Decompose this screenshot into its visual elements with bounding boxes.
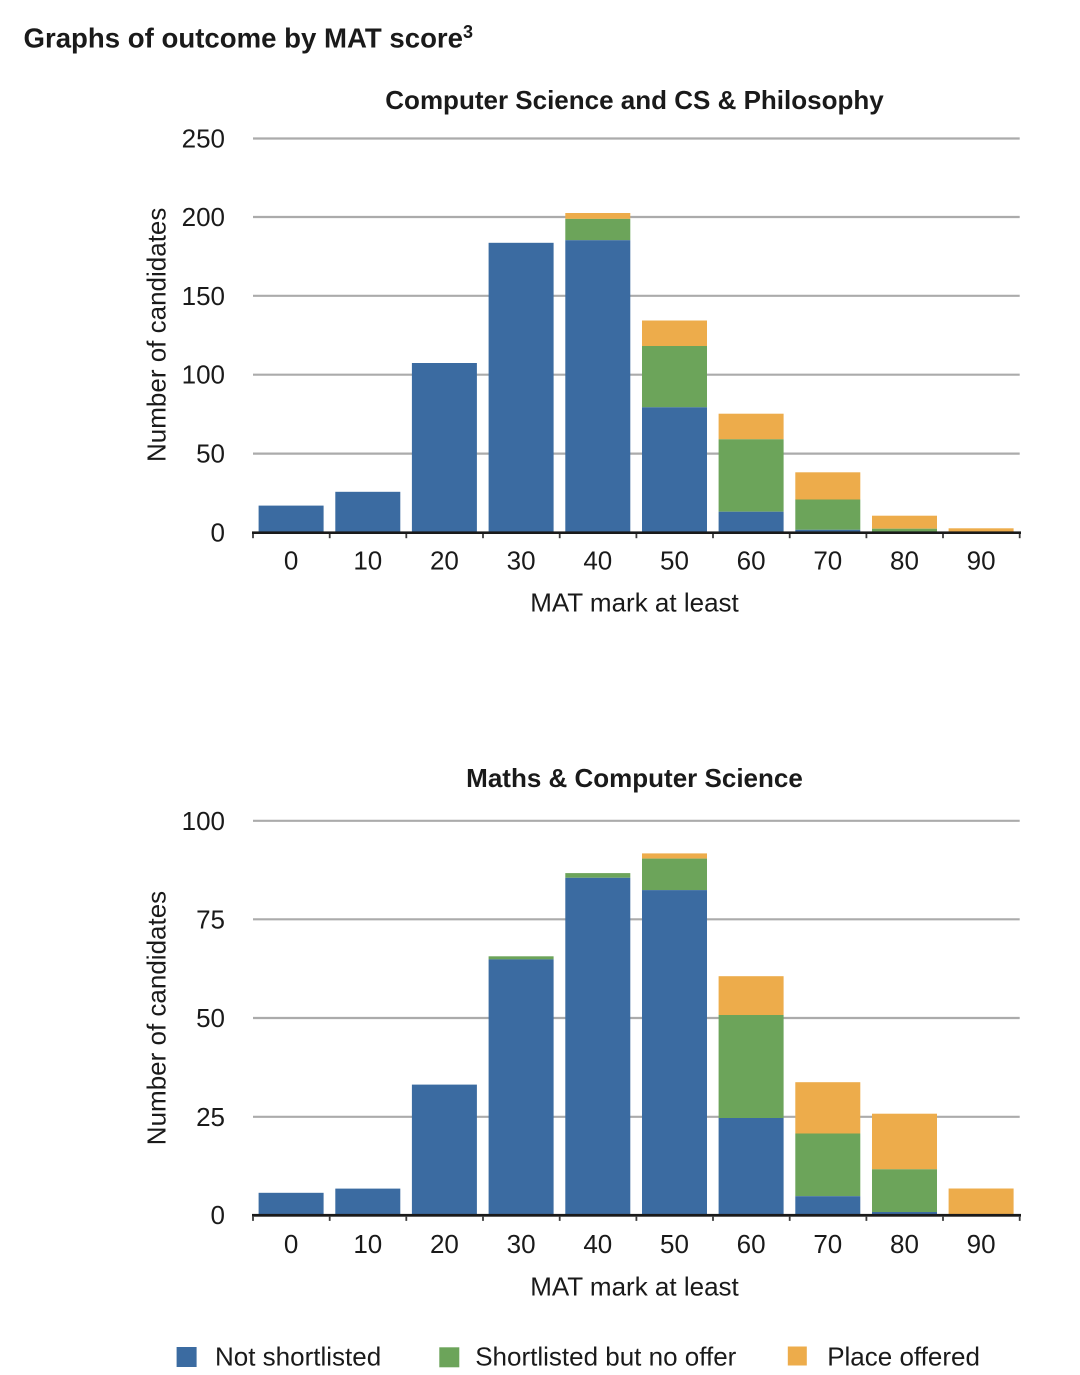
svg-text:60: 60 [737,1229,766,1259]
svg-text:80: 80 [890,545,919,575]
svg-text:Number of candidates: Number of candidates [142,208,172,462]
svg-text:150: 150 [182,281,225,311]
svg-text:0: 0 [284,545,298,575]
svg-text:200: 200 [182,202,225,232]
svg-text:50: 50 [660,545,689,575]
svg-text:Place offered: Place offered [827,1342,980,1372]
svg-text:25: 25 [196,1102,225,1132]
svg-text:70: 70 [813,545,842,575]
svg-text:50: 50 [196,1003,225,1033]
svg-text:100: 100 [182,806,225,836]
svg-text:Number of candidates: Number of candidates [142,891,172,1145]
svg-text:10: 10 [353,545,382,575]
svg-text:MAT mark at least: MAT mark at least [530,1272,739,1302]
svg-text:75: 75 [196,904,225,934]
svg-text:20: 20 [430,1229,459,1259]
svg-text:10: 10 [353,1229,382,1259]
svg-text:250: 250 [182,124,225,154]
svg-text:Not shortlisted: Not shortlisted [215,1342,381,1372]
svg-text:30: 30 [507,545,536,575]
svg-text:80: 80 [890,1229,919,1259]
svg-text:70: 70 [813,1229,842,1259]
svg-text:90: 90 [967,1229,996,1259]
svg-text:0: 0 [211,517,225,547]
svg-text:20: 20 [430,545,459,575]
svg-text:Computer Science and CS & Phil: Computer Science and CS & Philosophy [385,85,884,115]
svg-text:100: 100 [182,360,225,390]
svg-text:Shortlisted but no offer: Shortlisted but no offer [475,1342,736,1372]
svg-text:50: 50 [196,439,225,469]
svg-text:0: 0 [211,1200,225,1230]
svg-text:60: 60 [737,545,766,575]
svg-text:MAT mark at least: MAT mark at least [530,588,739,618]
svg-text:40: 40 [583,545,612,575]
svg-text:90: 90 [967,545,996,575]
svg-text:0: 0 [284,1229,298,1259]
svg-text:Maths & Computer Science: Maths & Computer Science [466,763,803,793]
svg-text:Graphs of outcome by MAT score: Graphs of outcome by MAT score3 [24,22,474,54]
svg-text:40: 40 [583,1229,612,1259]
svg-text:50: 50 [660,1229,689,1259]
svg-text:30: 30 [507,1229,536,1259]
